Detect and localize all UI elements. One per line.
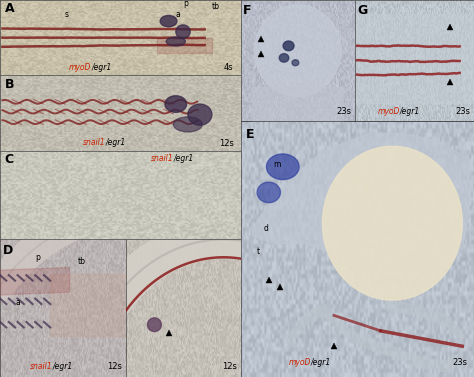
Text: 12s: 12s xyxy=(222,363,237,371)
Text: /egr1: /egr1 xyxy=(53,363,73,371)
Ellipse shape xyxy=(147,318,161,332)
Text: s: s xyxy=(65,9,69,18)
Text: C: C xyxy=(5,153,14,167)
Ellipse shape xyxy=(283,41,294,51)
Ellipse shape xyxy=(266,154,299,179)
Text: t: t xyxy=(257,247,260,256)
Text: /egr1: /egr1 xyxy=(400,107,420,116)
Text: /egr1: /egr1 xyxy=(91,63,112,72)
Ellipse shape xyxy=(292,60,299,66)
Text: myoD: myoD xyxy=(288,358,311,367)
Ellipse shape xyxy=(165,96,187,112)
Text: snail1: snail1 xyxy=(30,363,53,371)
Text: /egr1: /egr1 xyxy=(311,358,331,367)
Text: B: B xyxy=(5,78,14,90)
Text: G: G xyxy=(357,4,367,17)
Text: a: a xyxy=(176,9,181,18)
Ellipse shape xyxy=(166,37,185,46)
Ellipse shape xyxy=(188,104,212,125)
Polygon shape xyxy=(322,146,462,300)
Text: p: p xyxy=(183,0,188,8)
Text: snail1: snail1 xyxy=(151,154,173,163)
Text: E: E xyxy=(246,128,254,141)
Text: A: A xyxy=(5,2,14,15)
Polygon shape xyxy=(253,133,469,280)
Text: tb: tb xyxy=(78,257,86,266)
Text: p: p xyxy=(35,253,40,262)
Text: snail1: snail1 xyxy=(83,138,106,147)
Text: 12s: 12s xyxy=(107,363,122,371)
Circle shape xyxy=(255,5,341,97)
Ellipse shape xyxy=(173,117,202,132)
Ellipse shape xyxy=(279,54,289,62)
Text: 12s: 12s xyxy=(219,139,234,148)
Text: /egr1: /egr1 xyxy=(173,154,193,163)
Polygon shape xyxy=(287,300,462,372)
Text: tb: tb xyxy=(212,2,220,11)
Text: a: a xyxy=(15,299,20,308)
Text: 23s: 23s xyxy=(452,358,467,367)
Text: D: D xyxy=(2,244,13,256)
Text: myoD: myoD xyxy=(378,107,400,116)
Text: myoD: myoD xyxy=(69,63,91,72)
Text: /egr1: /egr1 xyxy=(106,138,126,147)
Ellipse shape xyxy=(160,15,177,27)
Ellipse shape xyxy=(176,25,190,38)
Text: m: m xyxy=(273,160,281,169)
Text: d: d xyxy=(264,224,269,233)
Text: 23s: 23s xyxy=(456,107,470,116)
Text: 4s: 4s xyxy=(224,63,234,72)
Ellipse shape xyxy=(257,182,281,203)
Text: F: F xyxy=(243,4,252,17)
Text: 23s: 23s xyxy=(336,107,351,116)
